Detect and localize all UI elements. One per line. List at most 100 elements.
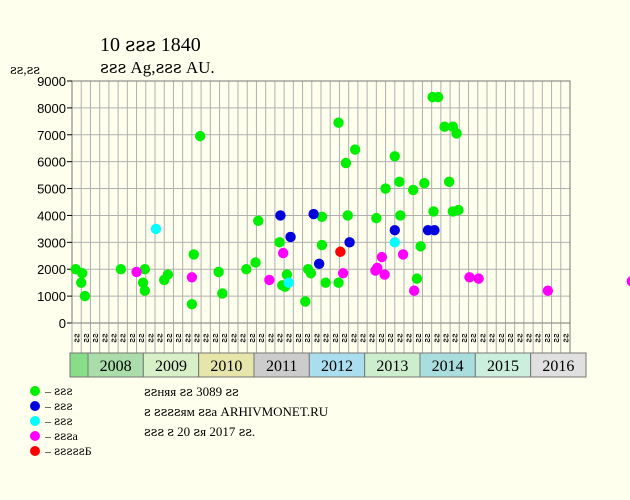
note-average-price: ꙅꙅняя ꙅꙅ 3089 ꙅꙅ [144,384,239,399]
data-point [429,225,440,236]
month-label: ꙅꙅ [81,333,91,343]
legend-label: – ꙅꙅꙅ [45,384,73,398]
data-point [340,157,352,169]
data-point [453,204,464,216]
data-point [150,223,162,235]
month-label: ꙅꙅ [367,333,377,343]
data-point [451,128,462,139]
year-band [530,352,587,378]
data-point [131,266,142,278]
month-label: ꙅꙅ [477,333,487,343]
year-band-lead [69,352,89,378]
y-tick-label: 6000 [37,155,66,170]
month-label: ꙅꙅ [413,333,423,343]
data-point [76,277,87,288]
data-point [305,268,317,279]
month-label: ꙅꙅ [422,333,432,343]
y-tick-label: 9000 [37,74,66,89]
month-label: ꙅꙅ [284,333,294,343]
month-label: ꙅꙅ [514,333,524,343]
month-label: ꙅꙅ [441,333,451,343]
data-point [335,246,346,257]
data-point [411,273,423,284]
year-label: 2009 [155,358,187,375]
month-label: ꙅꙅ [404,333,414,343]
month-label: ꙅꙅ [256,333,266,343]
legend-marker [30,431,40,441]
month-label: ꙅꙅ [145,333,155,343]
data-point [542,285,554,296]
month-label: ꙅꙅ [302,333,312,343]
data-point [308,208,319,220]
month-label: ꙅꙅ [468,333,478,343]
month-label: ꙅꙅ [247,333,257,343]
year-band [253,352,310,378]
data-point [277,247,289,259]
data-point [300,296,311,307]
data-point [443,176,455,188]
data-point [188,249,199,260]
data-point [264,274,275,286]
year-label: 2014 [432,358,464,375]
data-point [137,277,149,288]
month-label: ꙅꙅ [311,333,321,343]
data-point [394,176,405,188]
legend-label: – ꙅꙅꙅꙅꙅБ [45,444,92,458]
month-label: ꙅꙅ [210,333,220,343]
y-tick-label: 4000 [37,208,66,223]
month-label: ꙅꙅ [321,333,331,343]
data-point [186,298,198,310]
data-point [253,215,264,227]
legend-marker [30,446,40,456]
month-label: ꙅꙅ [99,333,109,343]
month-label: ꙅꙅ [551,333,561,343]
month-label: ꙅꙅ [173,333,183,343]
month-label: ꙅꙅ [487,333,497,343]
data-point [139,285,151,296]
y-tick-label: 7000 [37,128,66,143]
data-point [337,268,349,279]
y-tick-label: 5000 [37,182,66,197]
data-point [397,249,409,260]
data-point [344,237,355,248]
year-label: 2008 [100,358,132,375]
y-tick-label: 0 [59,316,66,331]
month-label: ꙅꙅ [450,333,460,343]
data-point [626,276,630,287]
month-label: ꙅꙅ [238,333,248,343]
data-point [419,177,430,189]
data-point [349,144,361,155]
data-point [371,212,382,224]
data-point [79,290,91,302]
legend-marker [30,386,40,396]
y-tick-label: 1000 [37,289,66,304]
data-point [395,210,406,221]
data-point [283,277,294,288]
data-point [333,277,344,288]
month-label: ꙅꙅ [533,333,543,343]
month-label: ꙅꙅ [560,333,570,343]
legend-label: – ꙅꙅꙅ [45,399,73,413]
month-label: ꙅꙅ [293,333,303,343]
data-point [213,266,224,278]
month-label: ꙅꙅ [496,333,506,343]
month-label: ꙅꙅ [72,333,82,343]
data-point [333,117,344,128]
month-label: ꙅꙅ [127,333,137,343]
legend-marker [30,401,40,411]
year-label: 2010 [210,358,242,375]
chart-subtitle: ꙅꙅꙅ Ag,ꙅꙅꙅ AU. [100,58,215,77]
month-label: ꙅꙅ [118,333,128,343]
y-tick-label: 8000 [37,101,66,116]
month-label: ꙅꙅ [136,333,146,343]
month-label: ꙅꙅ [228,333,238,343]
data-point [115,264,127,275]
month-label: ꙅꙅ [182,333,192,343]
data-point [275,210,286,221]
data-point [408,285,420,296]
month-label: ꙅꙅ [155,333,165,343]
month-label: ꙅꙅ [265,333,275,343]
data-point [186,272,198,283]
data-point [380,183,391,194]
year-label: 2016 [542,358,574,375]
